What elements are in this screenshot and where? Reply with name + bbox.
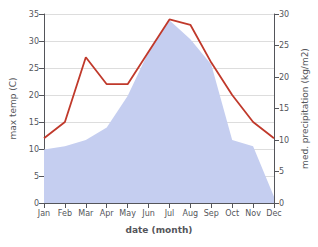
svg-text:35: 35 [29,10,39,19]
svg-text:10: 10 [279,136,289,145]
svg-text:max temp (C): max temp (C) [8,77,18,139]
svg-text:Apr: Apr [100,209,115,218]
svg-text:Dec: Dec [266,209,281,218]
svg-text:30: 30 [279,10,289,19]
svg-text:May: May [119,209,136,218]
svg-text:Feb: Feb [58,209,72,218]
svg-text:25: 25 [279,41,289,50]
svg-text:10: 10 [29,145,39,154]
svg-text:Jul: Jul [164,209,175,218]
svg-text:15: 15 [29,118,39,127]
svg-text:0: 0 [279,199,284,208]
svg-text:15: 15 [279,104,289,113]
svg-text:Sep: Sep [204,209,219,218]
svg-text:Nov: Nov [245,209,261,218]
svg-text:5: 5 [279,167,284,176]
svg-text:Oct: Oct [225,209,239,218]
svg-text:Jun: Jun [141,209,155,218]
svg-text:date (month): date (month) [126,225,193,235]
svg-text:Jan: Jan [37,209,50,218]
svg-text:med. precipitation (kg/m2): med. precipitation (kg/m2) [300,48,310,169]
svg-text:Mar: Mar [78,209,94,218]
svg-text:0: 0 [34,199,39,208]
svg-text:Aug: Aug [183,209,199,218]
svg-text:20: 20 [279,73,289,82]
svg-text:30: 30 [29,37,39,46]
svg-text:5: 5 [34,172,39,181]
svg-text:20: 20 [29,91,39,100]
svg-text:25: 25 [29,64,39,73]
